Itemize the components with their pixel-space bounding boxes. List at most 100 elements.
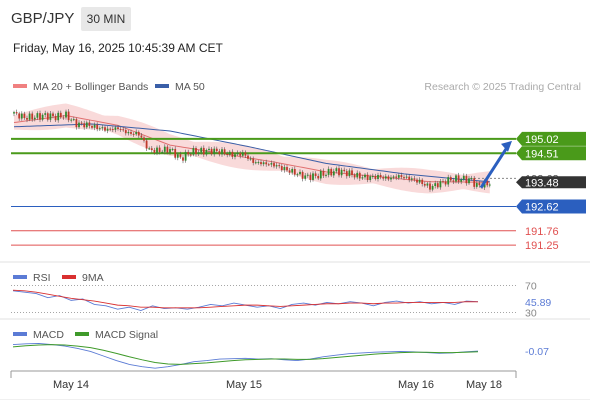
- candle-body: [265, 162, 268, 165]
- candle-body: [62, 117, 65, 119]
- rsi-tick-30: 30: [525, 308, 537, 320]
- candle-body: [195, 147, 197, 155]
- candle-body: [280, 166, 283, 171]
- legend-swatch-ma50: [155, 84, 169, 88]
- candle-body: [395, 176, 398, 178]
- candle-body: [221, 149, 223, 155]
- candle-body: [44, 113, 47, 115]
- candle-body: [309, 174, 312, 180]
- candle-body: [41, 114, 44, 120]
- candle-body: [226, 154, 229, 156]
- candle-body: [140, 135, 143, 138]
- macd-line: [12, 342, 479, 369]
- candle-body: [429, 183, 431, 190]
- candle-body: [358, 172, 361, 179]
- candle-body: [293, 168, 296, 175]
- candle-body: [109, 128, 112, 130]
- candle-body: [291, 168, 294, 173]
- candle-body: [275, 165, 278, 167]
- candle-body: [132, 133, 135, 135]
- candle-body: [223, 149, 226, 155]
- candle-body: [205, 150, 208, 155]
- candle-body: [98, 128, 101, 130]
- candle-body: [111, 129, 114, 131]
- candle-body: [158, 147, 161, 153]
- candle-body: [374, 175, 377, 179]
- candle-body: [26, 117, 28, 120]
- ma50-line: [13, 123, 490, 183]
- candle-body: [176, 154, 179, 158]
- candle-body: [244, 152, 247, 156]
- candle-body: [114, 127, 117, 130]
- candle-body: [208, 148, 210, 151]
- candle-body: [426, 183, 429, 186]
- macd-signal-line: [12, 344, 479, 365]
- legend-label-ma20: MA 20 + Bollinger Bands: [33, 81, 148, 93]
- candle-body: [23, 113, 26, 118]
- candle-body: [130, 132, 132, 134]
- candle-body: [67, 111, 70, 121]
- candle-body: [59, 112, 62, 118]
- candle-body: [137, 131, 140, 136]
- candle-body: [122, 129, 125, 131]
- candle-body: [348, 170, 351, 177]
- candle-body: [39, 113, 41, 120]
- candle-body: [317, 175, 320, 179]
- candle-body: [478, 183, 481, 186]
- x-tick-label: May 18: [466, 379, 502, 391]
- candle-body: [444, 181, 447, 185]
- candle-body: [75, 119, 78, 128]
- candle-body: [475, 183, 478, 187]
- candle-body: [405, 176, 408, 178]
- x-tick-label: May 16: [398, 379, 434, 391]
- candle-body: [462, 175, 465, 180]
- candle-body: [278, 165, 281, 167]
- candle-body: [322, 170, 325, 176]
- candle-body: [57, 112, 60, 121]
- candle-body: [252, 158, 255, 163]
- candle-body: [150, 148, 153, 151]
- candle-body: [262, 162, 265, 165]
- candle-body: [273, 163, 275, 167]
- candle-body: [202, 147, 205, 155]
- candle-body: [442, 181, 444, 183]
- candle-body: [166, 146, 169, 153]
- timeframe-badge[interactable]: 30 MIN: [81, 7, 131, 31]
- candle-body: [156, 147, 158, 153]
- candle-body: [384, 176, 387, 179]
- candle-body: [325, 174, 327, 176]
- level-label-support-1: 191.76: [525, 226, 559, 238]
- ma20-line: [13, 114, 490, 183]
- candle-body: [369, 176, 372, 181]
- candle-body: [145, 140, 148, 149]
- candle-body: [345, 171, 348, 177]
- candle-body: [96, 124, 99, 130]
- candle-body: [371, 175, 374, 177]
- candle-body: [127, 132, 130, 134]
- candle-body: [312, 173, 314, 180]
- candle-body: [169, 149, 171, 153]
- candle-body: [72, 119, 75, 121]
- candle-body: [78, 122, 80, 128]
- candle-body: [119, 129, 122, 131]
- candle-body: [340, 169, 343, 176]
- candle-body: [91, 125, 93, 128]
- rsi-line: [12, 290, 479, 312]
- candle-body: [431, 185, 434, 190]
- candle-body: [353, 175, 356, 178]
- candle-body: [52, 113, 54, 117]
- level-label-last-price-overlap: 193.48: [525, 177, 559, 189]
- level-tag-bg-pivot: [516, 199, 586, 214]
- candle-body: [423, 184, 426, 186]
- candle-body: [18, 113, 21, 119]
- candle-body: [304, 175, 307, 179]
- candle-body: [241, 152, 244, 156]
- legend-swatch-rsi-ma: [62, 275, 76, 279]
- candle-body: [15, 112, 18, 114]
- candle-body: [124, 130, 127, 134]
- x-tick-label: May 14: [53, 379, 89, 391]
- legend-label-macd-signal: MACD Signal: [95, 329, 158, 341]
- candle-body: [301, 171, 304, 179]
- level-label-resistance-1: 194.51: [525, 148, 559, 160]
- projection-arrow-head: [501, 140, 512, 152]
